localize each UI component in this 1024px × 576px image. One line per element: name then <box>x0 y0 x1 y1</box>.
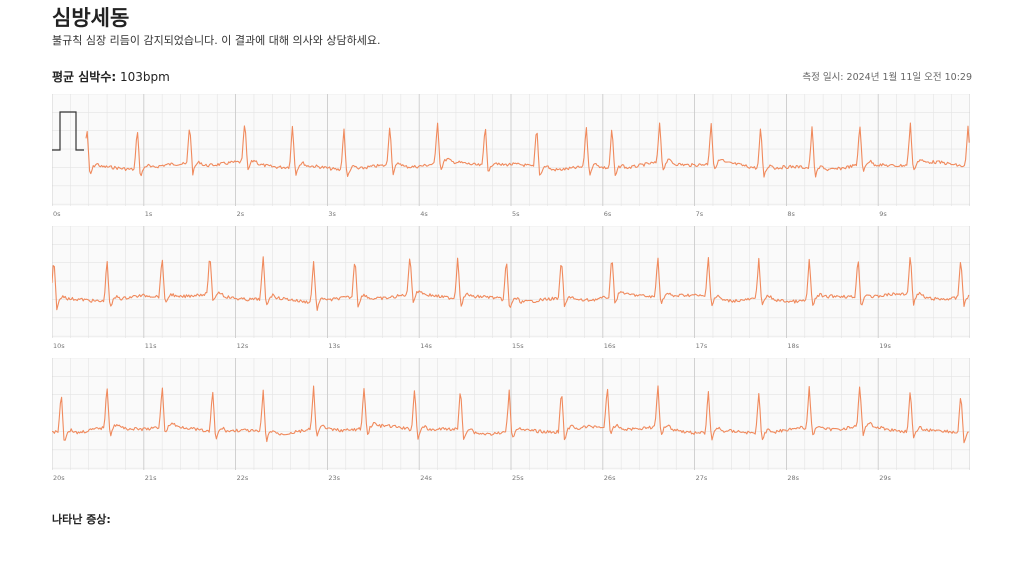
time-tick-label: 1s <box>145 210 153 218</box>
time-tick-label: 7s <box>696 210 704 218</box>
time-tick-label: 10s <box>53 342 65 350</box>
time-tick-label: 18s <box>787 342 799 350</box>
time-tick-label: 9s <box>879 210 887 218</box>
time-tick-label: 29s <box>879 474 891 482</box>
ecg-strip-3: 20s 21s 22s 23s 24s 25s 26s 27s 28s 29s <box>52 358 970 482</box>
page-subtitle: 불규칙 심장 리듬이 감지되었습니다. 이 결과에 대해 의사와 상담하세요. <box>52 34 381 47</box>
time-tick-label: 13s <box>328 342 340 350</box>
time-tick-label: 27s <box>696 474 708 482</box>
time-tick-label: 5s <box>512 210 520 218</box>
ecg-strip-2-chart: 10s 11s 12s 13s 14s 15s 16s 17s 18s 19s <box>52 226 970 350</box>
avg-heart-rate-label: 평균 심박수: <box>52 70 117 84</box>
time-tick-label: 15s <box>512 342 524 350</box>
recording-timestamp: 측정 일시: 2024년 1월 11일 오전 10:29 <box>802 72 972 83</box>
time-tick-label: 16s <box>604 342 616 350</box>
avg-heart-rate-value: 103bpm <box>120 70 170 84</box>
ecg-grid-major <box>52 94 970 206</box>
time-tick-label: 6s <box>604 210 612 218</box>
ecg-strip-1-chart: 0s 1s 2s 3s 4s 5s 6s 7s 8s 9s <box>52 94 970 218</box>
time-tick-label: 23s <box>328 474 340 482</box>
time-tick-label: 12s <box>237 342 249 350</box>
time-tick-label: 22s <box>237 474 249 482</box>
time-tick-label: 2s <box>237 210 245 218</box>
time-tick-label: 26s <box>604 474 616 482</box>
time-tick-label: 17s <box>696 342 708 350</box>
ecg-trace <box>52 256 970 311</box>
time-tick-label: 24s <box>420 474 432 482</box>
ecg-strip-1: 0s 1s 2s 3s 4s 5s 6s 7s 8s 9s <box>52 94 970 218</box>
time-tick-label: 19s <box>879 342 891 350</box>
time-tick-label: 0s <box>53 210 61 218</box>
time-tick-label: 20s <box>53 474 65 482</box>
ecg-grid-major <box>52 226 970 338</box>
time-tick-label: 25s <box>512 474 524 482</box>
time-tick-label: 11s <box>145 342 157 350</box>
ecg-strip-2: 10s 11s 12s 13s 14s 15s 16s 17s 18s 19s <box>52 226 970 350</box>
time-tick-label: 3s <box>328 210 336 218</box>
avg-heart-rate: 평균 심박수: 103bpm <box>52 68 170 85</box>
time-tick-label: 21s <box>145 474 157 482</box>
symptoms-label: 나타난 증상: <box>52 513 111 526</box>
time-tick-label: 8s <box>787 210 795 218</box>
time-tick-label: 28s <box>787 474 799 482</box>
calibration-pulse <box>52 111 84 151</box>
page-title: 심방세동 <box>52 6 130 30</box>
time-tick-label: 4s <box>420 210 428 218</box>
ecg-trace <box>85 122 970 178</box>
time-tick-label: 14s <box>420 342 432 350</box>
ecg-grid-major <box>52 358 970 470</box>
ecg-trace <box>52 385 969 444</box>
ecg-strip-3-chart: 20s 21s 22s 23s 24s 25s 26s 27s 28s 29s <box>52 358 970 482</box>
